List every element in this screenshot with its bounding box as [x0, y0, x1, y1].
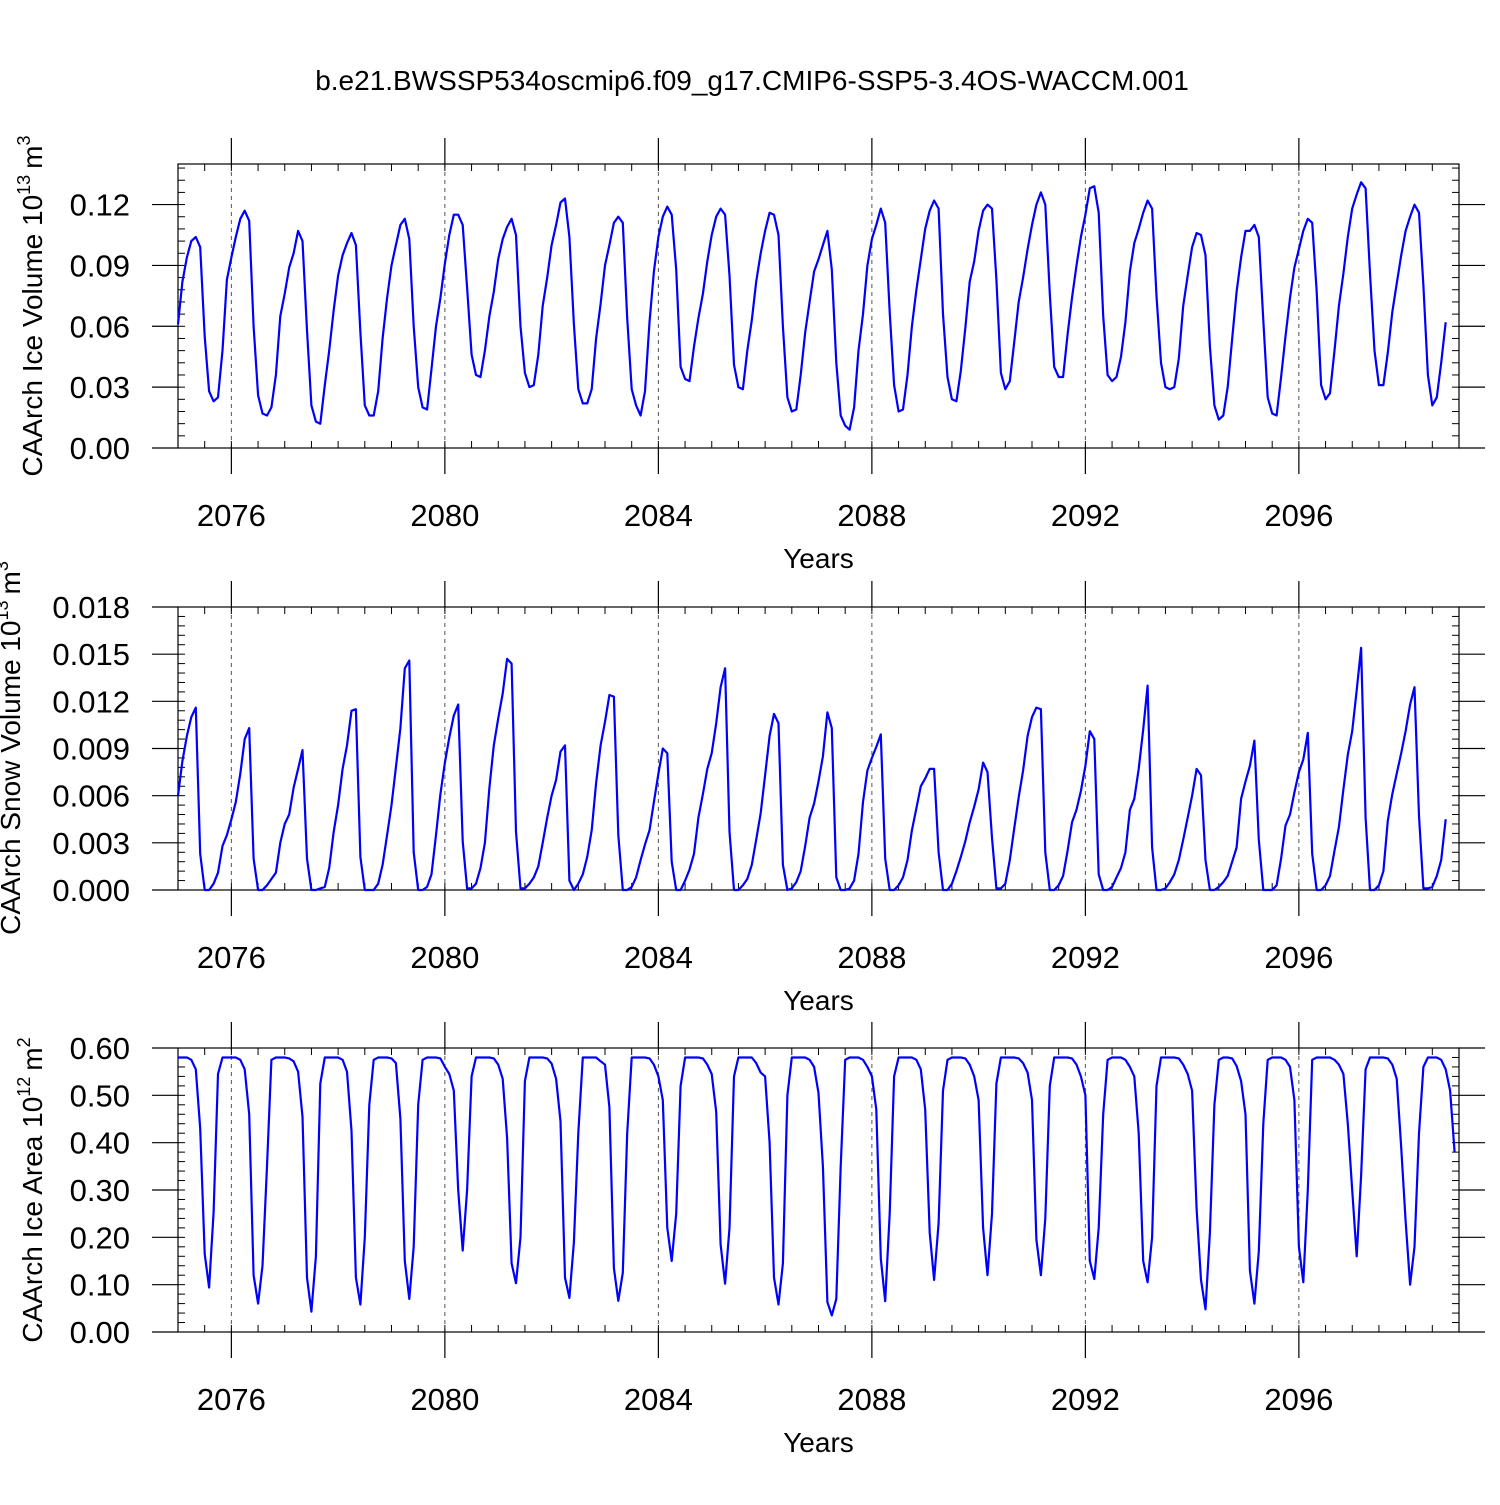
x-tick-label: 2096	[1264, 940, 1333, 975]
y-axis-title-exp: 13	[0, 600, 12, 620]
y-tick-label: 0.00	[70, 1315, 130, 1350]
y-tick-label: 0.20	[70, 1220, 130, 1255]
series-line	[178, 1056, 1456, 1317]
x-tick-label: 2080	[410, 1382, 479, 1417]
x-tick-label: 2088	[837, 498, 906, 533]
x-axis-title: Years	[783, 985, 854, 1016]
y-axis-title-unit-exp: 2	[14, 1037, 34, 1047]
y-tick-label: 0.12	[70, 188, 130, 223]
y-tick-label: 0.60	[70, 1031, 130, 1066]
x-tick-label: 2096	[1264, 498, 1333, 533]
x-tick-label: 2080	[410, 940, 479, 975]
x-tick-label: 2092	[1051, 498, 1120, 533]
y-axis-title: CAArch Ice Volume 1013 m3	[14, 135, 48, 476]
y-axis-title-main: CAArch Ice Volume 10	[17, 195, 48, 477]
series-line	[176, 646, 1447, 892]
y-tick-label: 0.012	[52, 684, 130, 719]
y-axis-title-main: CAArch Snow Volume 10	[0, 620, 26, 934]
panel-ice-area: 2076 2080 2084 2088 2092 2096 0.00 0.10 0.20 0.30…	[14, 1022, 1485, 1458]
y-tick-label: 0.006	[52, 779, 130, 814]
y-axis-title-unit: m	[0, 571, 26, 594]
x-tick-label: 2080	[410, 498, 479, 533]
y-axis-title-unit-exp: 3	[0, 561, 12, 571]
y-tick-label: 0.00	[70, 431, 130, 466]
panel-snow-volume: 2076 2080 2084 2088 2092 2096 0.000 0.003 0.006 0…	[0, 561, 1485, 1016]
x-tick-label: 2076	[197, 1382, 266, 1417]
y-axis-title-exp: 12	[14, 1077, 34, 1097]
y-tick-label: 0.30	[70, 1173, 130, 1208]
x-tick-label: 2076	[197, 940, 266, 975]
y-axis-title-exp: 13	[14, 175, 34, 195]
y-tick-label: 0.10	[70, 1268, 130, 1303]
x-tick-label: 2076	[197, 498, 266, 533]
y-axis-title: CAArch Ice Area 1012 m2	[14, 1037, 48, 1342]
plot-frame	[177, 606, 1460, 891]
y-tick-label: 0.03	[70, 370, 130, 405]
y-axis-title-unit-exp: 3	[14, 135, 34, 145]
y-tick-label: 0.003	[52, 826, 130, 861]
x-tick-label: 2084	[624, 940, 693, 975]
chart-title: b.e21.BWSSP534oscmip6.f09_g17.CMIP6-SSP5…	[315, 65, 1189, 96]
y-tick-label: 0.50	[70, 1078, 130, 1113]
x-axis-title: Years	[783, 543, 854, 574]
x-tick-label: 2084	[624, 498, 693, 533]
plot-frame	[177, 163, 1460, 449]
x-tick-label: 2092	[1051, 940, 1120, 975]
y-tick-label: 0.015	[52, 637, 130, 672]
plot-frame	[177, 1047, 1460, 1333]
y-tick-label: 0.000	[52, 873, 130, 908]
series-line	[176, 181, 1447, 431]
panel-ice-volume: 2076 2080 2084 2088 2092 2096 0.00 0.03 0.06 0.09…	[14, 135, 1485, 574]
y-tick-label: 0.40	[70, 1126, 130, 1161]
x-tick-label: 2084	[624, 1382, 693, 1417]
x-tick-label: 2092	[1051, 1382, 1120, 1417]
y-axis-title-unit: m	[17, 145, 48, 168]
x-axis-title: Years	[783, 1427, 854, 1458]
y-tick-label: 0.009	[52, 732, 130, 767]
y-tick-label: 0.09	[70, 248, 130, 283]
x-tick-label: 2088	[837, 940, 906, 975]
x-tick-label: 2096	[1264, 1382, 1333, 1417]
y-tick-label: 0.06	[70, 309, 130, 344]
y-axis-title-main: CAArch Ice Area 10	[17, 1097, 48, 1343]
y-axis-title-unit: m	[17, 1047, 48, 1070]
y-tick-label: 0.018	[52, 590, 130, 625]
x-tick-label: 2088	[837, 1382, 906, 1417]
y-axis-title: CAArch Snow Volume 1013 m3	[0, 561, 26, 935]
